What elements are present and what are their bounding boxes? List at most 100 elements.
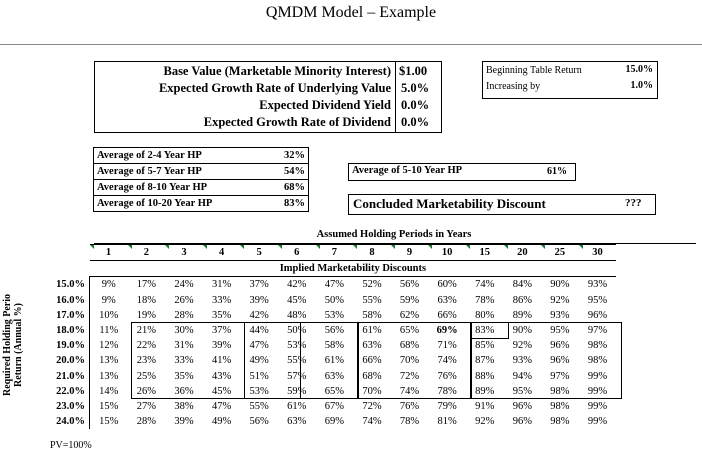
discount-cell[interactable]: 80%	[475, 309, 495, 321]
year-header-cell[interactable]: 25	[541, 243, 579, 262]
return-rate-label[interactable]: 15.0%	[47, 276, 90, 293]
discount-cell[interactable]: 44%	[249, 325, 269, 337]
discount-cell[interactable]: 62%	[399, 309, 420, 321]
discount-cell[interactable]: 84%	[512, 279, 532, 291]
discount-cell[interactable]: 53%	[324, 309, 344, 321]
year-header-cell[interactable]: 3	[165, 243, 203, 262]
discount-cell[interactable]: 55%	[249, 400, 269, 412]
discount-cell[interactable]: 24%	[174, 279, 194, 291]
discount-cell[interactable]: 56%	[249, 416, 269, 428]
discount-cell[interactable]: 47%	[324, 279, 344, 291]
discount-cell[interactable]: 59%	[399, 294, 420, 306]
discount-cell[interactable]: 41%	[211, 355, 232, 367]
discount-cell[interactable]: 91%	[475, 400, 495, 412]
discount-cell[interactable]: 61%	[324, 355, 344, 367]
base-value[interactable]: $1.00	[399, 64, 428, 78]
discount-cell[interactable]: 47%	[249, 340, 269, 352]
discount-cell[interactable]: 69%	[436, 325, 458, 337]
discount-cell[interactable]: 45%	[211, 385, 232, 397]
discount-cell[interactable]: 53%	[249, 385, 269, 397]
discount-cell[interactable]: 57%	[287, 370, 307, 382]
discount-cell[interactable]: 27%	[136, 400, 157, 412]
discount-cell[interactable]: 83%	[475, 325, 495, 337]
return-rate-label[interactable]: 20.0%	[47, 353, 90, 369]
discount-cell[interactable]: 15%	[99, 416, 119, 428]
discount-cell[interactable]: 93%	[550, 309, 570, 321]
discount-cell[interactable]: 63%	[324, 370, 344, 382]
year-header-cell[interactable]: 15	[465, 243, 504, 262]
discount-cell[interactable]: 42%	[287, 279, 307, 291]
discount-cell[interactable]: 95%	[512, 385, 532, 397]
discount-cell[interactable]: 18%	[136, 294, 157, 306]
discount-cell[interactable]: 78%	[399, 416, 420, 428]
discount-cell[interactable]: 65%	[324, 385, 344, 397]
discount-cell[interactable]: 17%	[136, 279, 157, 291]
discount-cell[interactable]: 67%	[324, 400, 344, 412]
discount-cell[interactable]: 74%	[437, 355, 457, 367]
discount-cell[interactable]: 63%	[437, 294, 457, 306]
discount-cell[interactable]: 92%	[475, 416, 495, 428]
discount-cell[interactable]: 98%	[550, 400, 570, 412]
discount-cell[interactable]: 96%	[512, 400, 532, 412]
discount-cell[interactable]: 87%	[475, 355, 495, 367]
discount-cell[interactable]: 70%	[362, 385, 382, 397]
discount-cell[interactable]: 39%	[211, 340, 232, 352]
discount-cell[interactable]: 96%	[550, 340, 570, 352]
discount-cell[interactable]: 93%	[587, 279, 608, 291]
discount-cell[interactable]: 50%	[287, 325, 307, 337]
discount-cell[interactable]: 37%	[211, 325, 232, 337]
discount-cell[interactable]: 52%	[362, 279, 382, 291]
discount-cell[interactable]: 81%	[437, 416, 457, 428]
discount-cell[interactable]: 14%	[99, 385, 119, 397]
discount-cell[interactable]: 98%	[587, 340, 608, 352]
discount-cell[interactable]: 66%	[362, 355, 382, 367]
discount-cell[interactable]: 36%	[174, 385, 194, 397]
beginning-return-value[interactable]: 15.0%	[625, 64, 654, 75]
discount-cell[interactable]: 89%	[475, 385, 495, 397]
discount-cell[interactable]: 78%	[437, 385, 457, 397]
discount-cell[interactable]: 94%	[512, 370, 532, 382]
discount-cell[interactable]: 15%	[99, 400, 119, 412]
discount-cell[interactable]: 63%	[287, 416, 307, 428]
discount-cell[interactable]: 51%	[249, 370, 269, 382]
return-rate-label[interactable]: 22.0%	[47, 383, 90, 399]
discount-cell[interactable]: 28%	[136, 416, 157, 428]
discount-cell[interactable]: 23%	[136, 355, 157, 367]
discount-cell[interactable]: 92%	[550, 294, 570, 306]
discount-cell[interactable]: 21%	[136, 325, 157, 337]
increasing-by-value[interactable]: 1.0%	[630, 80, 654, 91]
discount-cell[interactable]: 74%	[399, 385, 420, 397]
discount-cell[interactable]: 56%	[324, 325, 344, 337]
year-header-cell[interactable]: 30	[578, 243, 617, 262]
discount-cell[interactable]: 95%	[587, 294, 608, 306]
discount-cell[interactable]: 11%	[99, 325, 119, 337]
discount-cell[interactable]: 49%	[249, 355, 269, 367]
year-header-cell[interactable]: 8	[353, 243, 391, 262]
discount-cell[interactable]: 70%	[399, 355, 420, 367]
discount-cell[interactable]: 97%	[550, 370, 570, 382]
discount-cell[interactable]: 12%	[99, 340, 119, 352]
discount-cell[interactable]: 63%	[362, 340, 382, 352]
discount-cell[interactable]: 66%	[437, 309, 457, 321]
discount-cell[interactable]: 45%	[287, 294, 307, 306]
discount-cell[interactable]: 69%	[324, 416, 344, 428]
year-header-cell[interactable]: 4	[202, 243, 241, 262]
discount-cell[interactable]: 72%	[399, 370, 420, 382]
discount-cell[interactable]: 90%	[512, 325, 532, 337]
discount-cell[interactable]: 61%	[287, 400, 307, 412]
discount-cell[interactable]: 19%	[136, 309, 157, 321]
discount-cell[interactable]: 79%	[437, 400, 457, 412]
year-header-cell[interactable]: 20	[503, 243, 542, 262]
discount-cell[interactable]: 72%	[362, 400, 382, 412]
year-header-cell[interactable]: 1	[89, 243, 128, 262]
discount-cell[interactable]: 13%	[99, 355, 119, 367]
discount-cell[interactable]: 25%	[136, 370, 157, 382]
discount-cell[interactable]: 55%	[362, 294, 382, 306]
discount-cell[interactable]: 71%	[437, 340, 457, 352]
return-rate-label[interactable]: 19.0%	[47, 338, 90, 354]
discount-cell[interactable]: 65%	[399, 325, 420, 337]
discount-cell[interactable]: 42%	[249, 309, 269, 321]
discount-cell[interactable]: 76%	[437, 370, 457, 382]
discount-cell[interactable]: 43%	[211, 370, 232, 382]
discount-cell[interactable]: 95%	[550, 325, 570, 337]
